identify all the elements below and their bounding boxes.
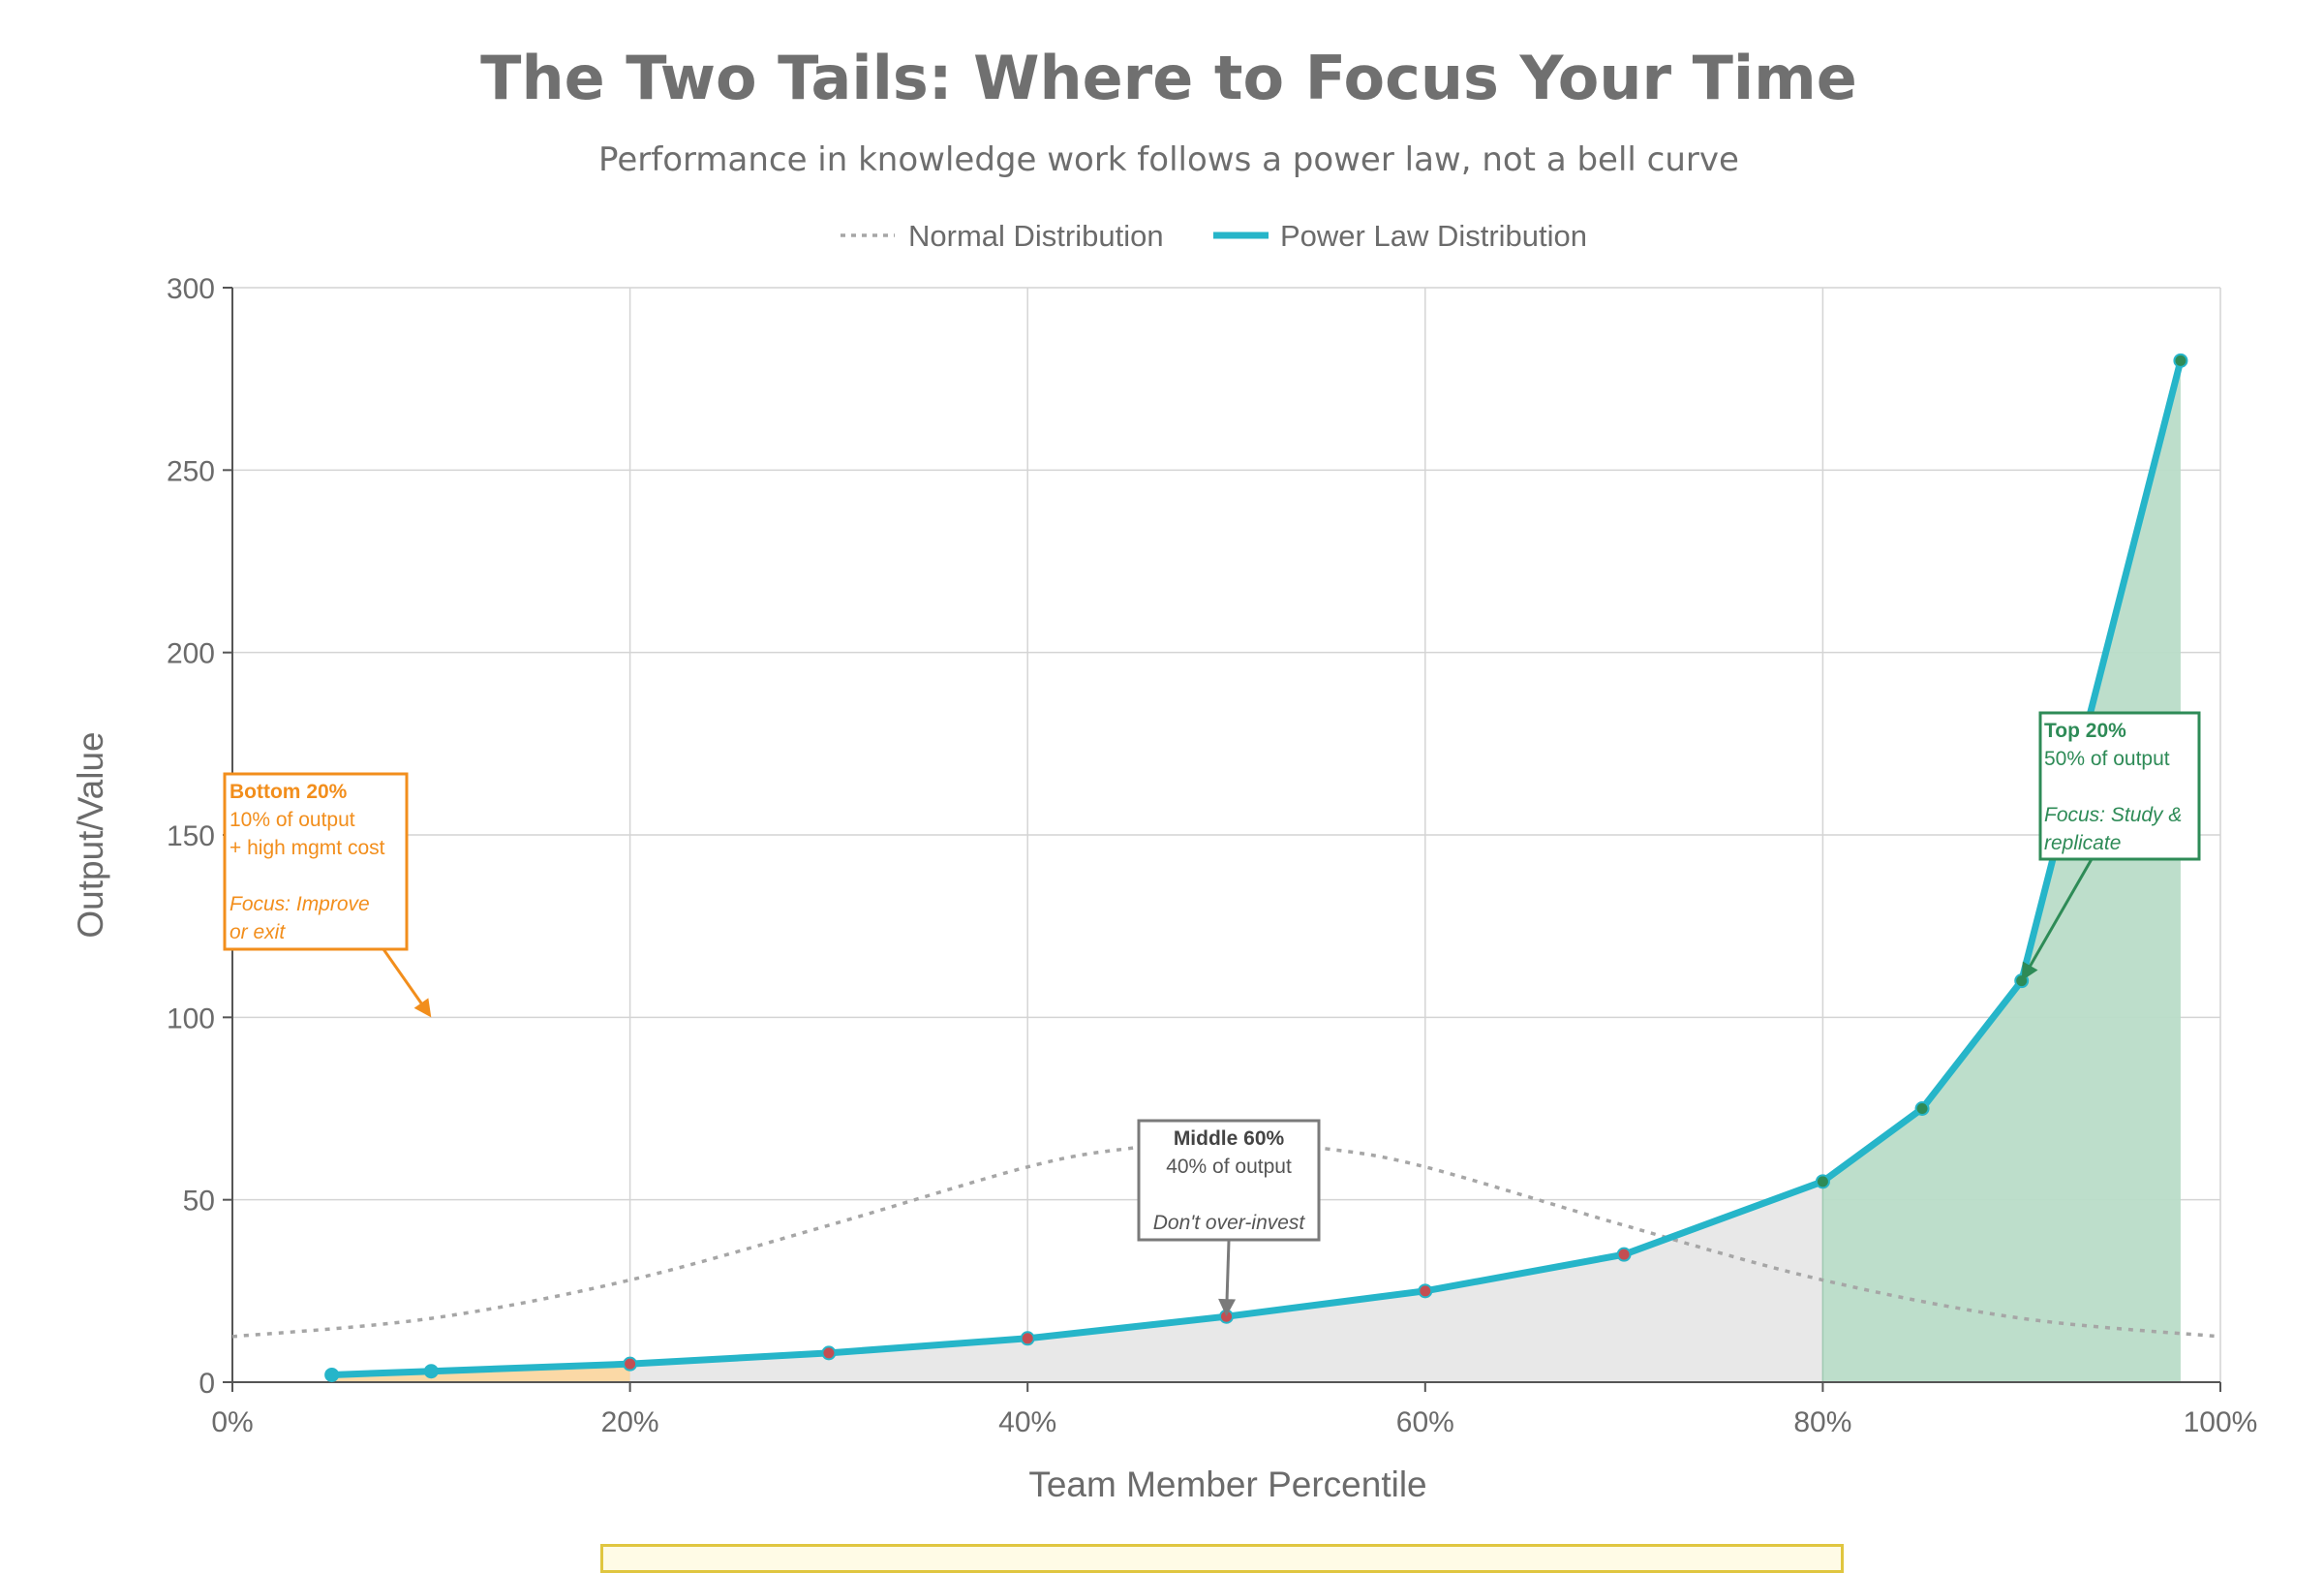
y-tick-label: 200	[167, 638, 215, 670]
annotation-text: 50% of output	[2044, 748, 2170, 770]
y-tick-label: 250	[167, 455, 215, 487]
arrow-head	[1218, 1298, 1237, 1317]
tick-labels: 0 50 100 150 200 250 300 0% 20% 40% 60% 80% 100%	[167, 273, 2257, 1438]
x-tick-label: 100%	[2184, 1406, 2258, 1438]
annotation-text: 40% of output	[1166, 1156, 1292, 1178]
annotation-arrow	[2027, 858, 2094, 971]
annotation-arrow	[382, 948, 425, 1007]
annotation-text: Focus: Improve	[229, 893, 370, 915]
data-point	[821, 1345, 837, 1361]
annotation-text: 10% of output	[229, 809, 355, 831]
x-axis-label: Team Member Percentile	[1028, 1465, 1426, 1504]
annotation-text: or exit	[229, 921, 286, 943]
series-lines	[231, 356, 2221, 1378]
data-point	[623, 1356, 638, 1372]
annotation-top: Top 20% 50% of output Focus: Study & replic…	[2021, 711, 2201, 981]
data-point	[1815, 1174, 1830, 1189]
annotation-middle: Middle 60% 40% of output Don't over-invest	[1137, 1119, 1321, 1317]
power-law-line	[328, 356, 2185, 1378]
x-tick-label: 80%	[1793, 1406, 1851, 1438]
data-point	[423, 1364, 439, 1379]
y-tick-label: 0	[199, 1368, 215, 1400]
middle-area	[629, 1181, 1823, 1382]
legend-power-label: Power Law Distribution	[1280, 219, 1587, 253]
annotation-text: Focus: Study &	[2044, 804, 2182, 826]
annotation-box	[2038, 711, 2201, 861]
annotation-text: Middle 60%	[1174, 1127, 1285, 1150]
x-tick-label: 20%	[601, 1406, 659, 1438]
y-tick-label: 100	[167, 1002, 215, 1034]
annotation-arrow	[1225, 1240, 1231, 1304]
annotation-box	[223, 772, 409, 951]
y-tick-label: 300	[167, 273, 215, 305]
legend: Normal Distribution Power Law Distributio…	[841, 219, 1587, 253]
annotation-box	[1137, 1119, 1321, 1242]
annotation-text: replicate	[2044, 832, 2121, 854]
x-tick-label: 60%	[1396, 1406, 1454, 1438]
summary-box	[600, 1544, 1844, 1573]
data-point	[324, 1367, 340, 1382]
annotation-text: + high mgmt cost	[229, 837, 385, 859]
data-point	[1616, 1247, 1632, 1262]
annotation-bottom: Bottom 20% 10% of output + high mgmt cost F…	[223, 772, 432, 1018]
data-point	[1914, 1101, 1930, 1116]
y-tick-label: 150	[167, 820, 215, 852]
annotations: Bottom 20% 10% of output + high mgmt cost F…	[223, 711, 2201, 1317]
data-point	[1020, 1331, 1035, 1346]
data-point	[1418, 1283, 1433, 1299]
y-tick-label: 50	[183, 1186, 215, 1218]
annotation-text: Bottom 20%	[229, 781, 348, 803]
x-tick-label: 0%	[211, 1406, 253, 1438]
normal-distribution-line	[231, 1139, 2221, 1339]
x-tick-label: 40%	[998, 1406, 1056, 1438]
annotation-text: Top 20%	[2044, 720, 2126, 742]
legend-normal-label: Normal Distribution	[908, 219, 1164, 253]
chart-subtitle: Performance in knowledge work follows a …	[598, 140, 1739, 179]
chart-title: The Two Tails: Where to Focus Your Time	[480, 43, 1857, 113]
arrow-head	[2021, 961, 2038, 981]
annotation-text: Don't over-invest	[1153, 1212, 1306, 1234]
top-tail-area	[1822, 360, 2181, 1382]
data-markers	[324, 353, 2188, 1382]
arrow-head	[413, 998, 432, 1018]
data-point	[2173, 353, 2188, 368]
y-axis-label: Output/Value	[71, 731, 110, 938]
